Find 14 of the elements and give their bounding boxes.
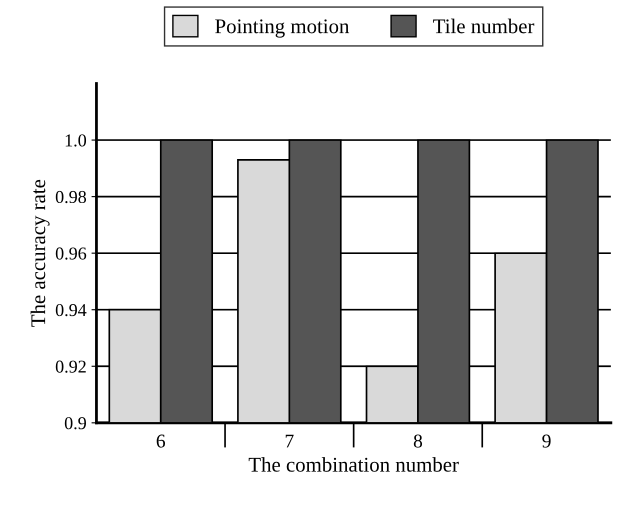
y-axis-title: The accuracy rate: [30, 180, 50, 327]
legend-label: Pointing motion: [215, 19, 350, 38]
y-tick-label: 0.98: [56, 190, 86, 204]
y-tick-label: 0.92: [56, 360, 86, 373]
x-tick-label: 7: [286, 434, 294, 448]
x-tick-label: 8: [414, 434, 422, 448]
y-tick-label: 0.94: [56, 304, 86, 316]
x-tick-label: 6: [156, 434, 166, 448]
y-tick-label: 1.0: [66, 134, 86, 147]
x-axis-title: The combination number: [248, 457, 459, 472]
legend-label: Tile number: [433, 18, 534, 34]
y-tick-label: 0.96: [56, 247, 86, 260]
x-tick-label: 9: [542, 434, 551, 448]
y-tick-label: 0.9: [64, 417, 86, 430]
